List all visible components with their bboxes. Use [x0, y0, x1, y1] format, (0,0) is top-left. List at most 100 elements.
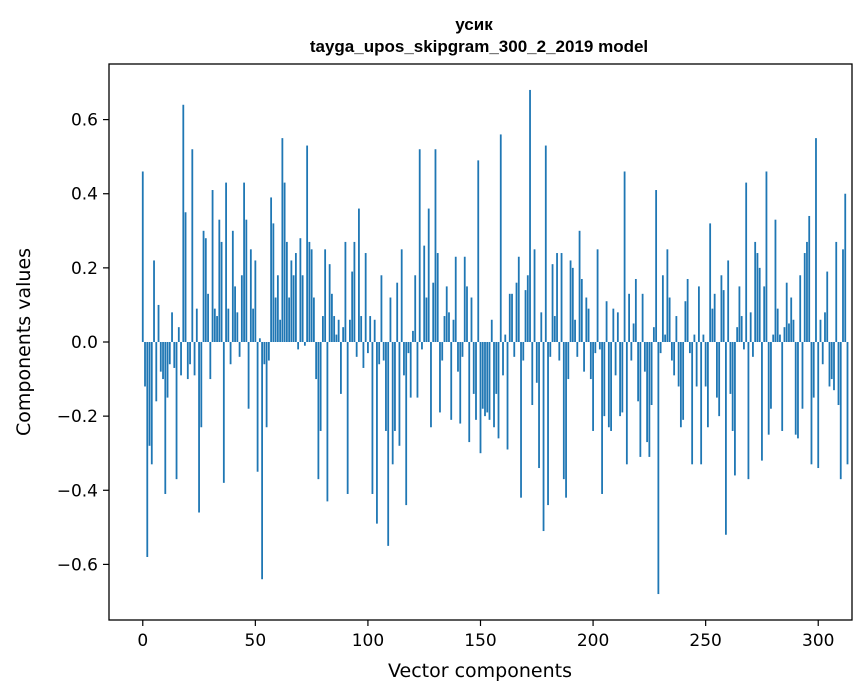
bar [439, 342, 441, 413]
bar [394, 342, 396, 431]
bar [324, 249, 327, 342]
bar [637, 342, 640, 402]
x-tick-label: 300 [802, 631, 834, 651]
bar [592, 342, 594, 431]
bar [189, 342, 191, 365]
bars-group [141, 89, 849, 595]
bar [493, 342, 495, 428]
x-tick-label: 250 [689, 631, 721, 651]
bar [409, 342, 412, 398]
bar [459, 342, 462, 424]
bar [686, 278, 689, 342]
bar [155, 342, 158, 402]
bar [308, 241, 311, 342]
bar [204, 238, 207, 342]
bar [353, 241, 356, 342]
bar [682, 342, 685, 420]
bar [166, 342, 169, 398]
bar [432, 282, 435, 342]
bar [457, 342, 459, 372]
bar [146, 342, 149, 557]
bar [418, 149, 421, 342]
bar [702, 334, 705, 342]
bar [815, 138, 817, 342]
bar [549, 342, 552, 357]
bar [679, 342, 682, 428]
bar [463, 256, 466, 342]
bar [407, 342, 410, 354]
bar [655, 190, 658, 342]
bar [191, 149, 194, 342]
bar [785, 282, 788, 342]
bar [315, 342, 318, 380]
bar [639, 342, 642, 457]
bar [607, 342, 610, 428]
bar [810, 342, 813, 465]
bar [240, 275, 243, 342]
bar [612, 308, 615, 342]
bar [198, 342, 200, 513]
bar [159, 342, 162, 372]
bar [452, 319, 455, 342]
bar [722, 290, 725, 342]
bar [321, 316, 324, 342]
bar [367, 342, 369, 354]
bar [398, 342, 401, 446]
bar [331, 293, 333, 342]
bar [430, 342, 432, 428]
bar [306, 145, 309, 342]
bar [164, 342, 167, 494]
bar [520, 342, 522, 498]
bar [245, 219, 248, 342]
bar [821, 342, 824, 365]
bar [175, 342, 178, 480]
bar [650, 342, 653, 406]
bar [790, 297, 793, 342]
bar [803, 253, 806, 342]
bar [229, 342, 232, 365]
bar [745, 182, 748, 342]
bar [587, 308, 590, 342]
bar [340, 342, 342, 394]
bar [517, 256, 520, 342]
bar [709, 223, 712, 342]
bar [358, 208, 360, 342]
bar [743, 342, 745, 350]
y-tick-label: 0.2 [71, 259, 98, 279]
bar [292, 275, 295, 342]
bar [799, 275, 802, 342]
bar [538, 342, 540, 469]
bar [454, 256, 457, 342]
bar [688, 342, 691, 354]
bar [700, 342, 703, 465]
bar [619, 342, 621, 417]
bar [497, 342, 500, 439]
bar [434, 149, 437, 342]
bar [180, 342, 182, 376]
bar [628, 293, 630, 342]
bar [279, 319, 282, 342]
bar [562, 342, 565, 480]
bar [443, 316, 446, 342]
bar [761, 342, 763, 461]
bar [666, 249, 669, 342]
bar [747, 342, 750, 480]
bar [466, 286, 468, 342]
bar [436, 253, 439, 342]
bar [707, 342, 709, 428]
bar [589, 342, 592, 380]
bar [141, 171, 144, 342]
bar [200, 342, 203, 428]
bar [326, 342, 329, 502]
bar [468, 342, 471, 443]
bar [488, 342, 491, 420]
bar [222, 342, 225, 483]
bar [524, 290, 527, 342]
bar [382, 342, 385, 361]
bar [684, 301, 687, 342]
y-tick-label: −0.4 [57, 481, 98, 501]
bar [301, 275, 304, 342]
bar [362, 342, 365, 368]
x-tick-label: 0 [137, 631, 148, 651]
bar [227, 308, 230, 342]
